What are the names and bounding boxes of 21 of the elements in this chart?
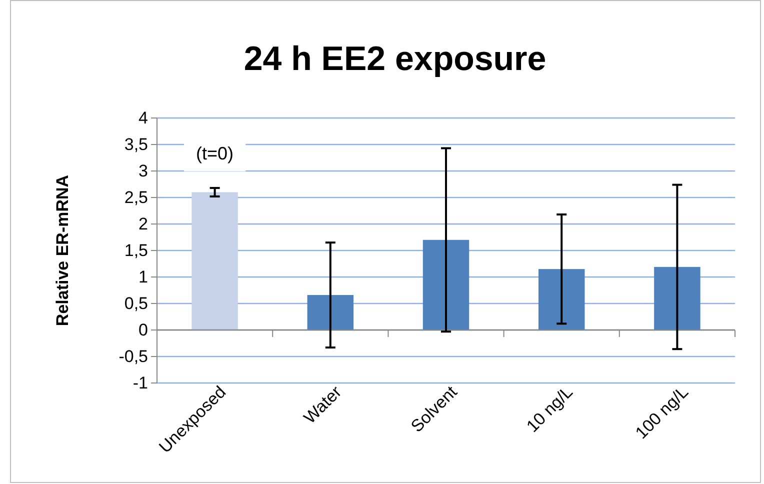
y-tick-label: 1,5: [124, 240, 148, 260]
y-tick-label: -1: [132, 373, 148, 392]
y-tick-label: -0,5: [118, 346, 148, 366]
bar: [422, 240, 470, 330]
x-tick-label: 100 ng/L: [632, 382, 692, 443]
y-tick-label: 4: [138, 108, 148, 128]
chart-title: 24 h EE2 exposure: [244, 40, 546, 78]
y-tick-label: 3,5: [124, 134, 148, 154]
y-tick-label: 1: [138, 267, 148, 286]
y-tick-label: 0,5: [124, 294, 148, 313]
bar: [538, 269, 585, 330]
bar: [654, 266, 700, 330]
bar: [192, 192, 238, 330]
y-tick-label: 3: [138, 161, 148, 180]
y-tick-label: 2: [138, 214, 148, 234]
annotation: (t=0): [196, 143, 234, 164]
y-tick-label: 2,5: [124, 188, 148, 207]
y-tick-label: 0: [138, 320, 148, 340]
y-axis-title: Relative ER-mRNA: [53, 174, 72, 326]
bar: [307, 295, 354, 330]
x-tick-label: 10 ng/L: [522, 382, 576, 436]
